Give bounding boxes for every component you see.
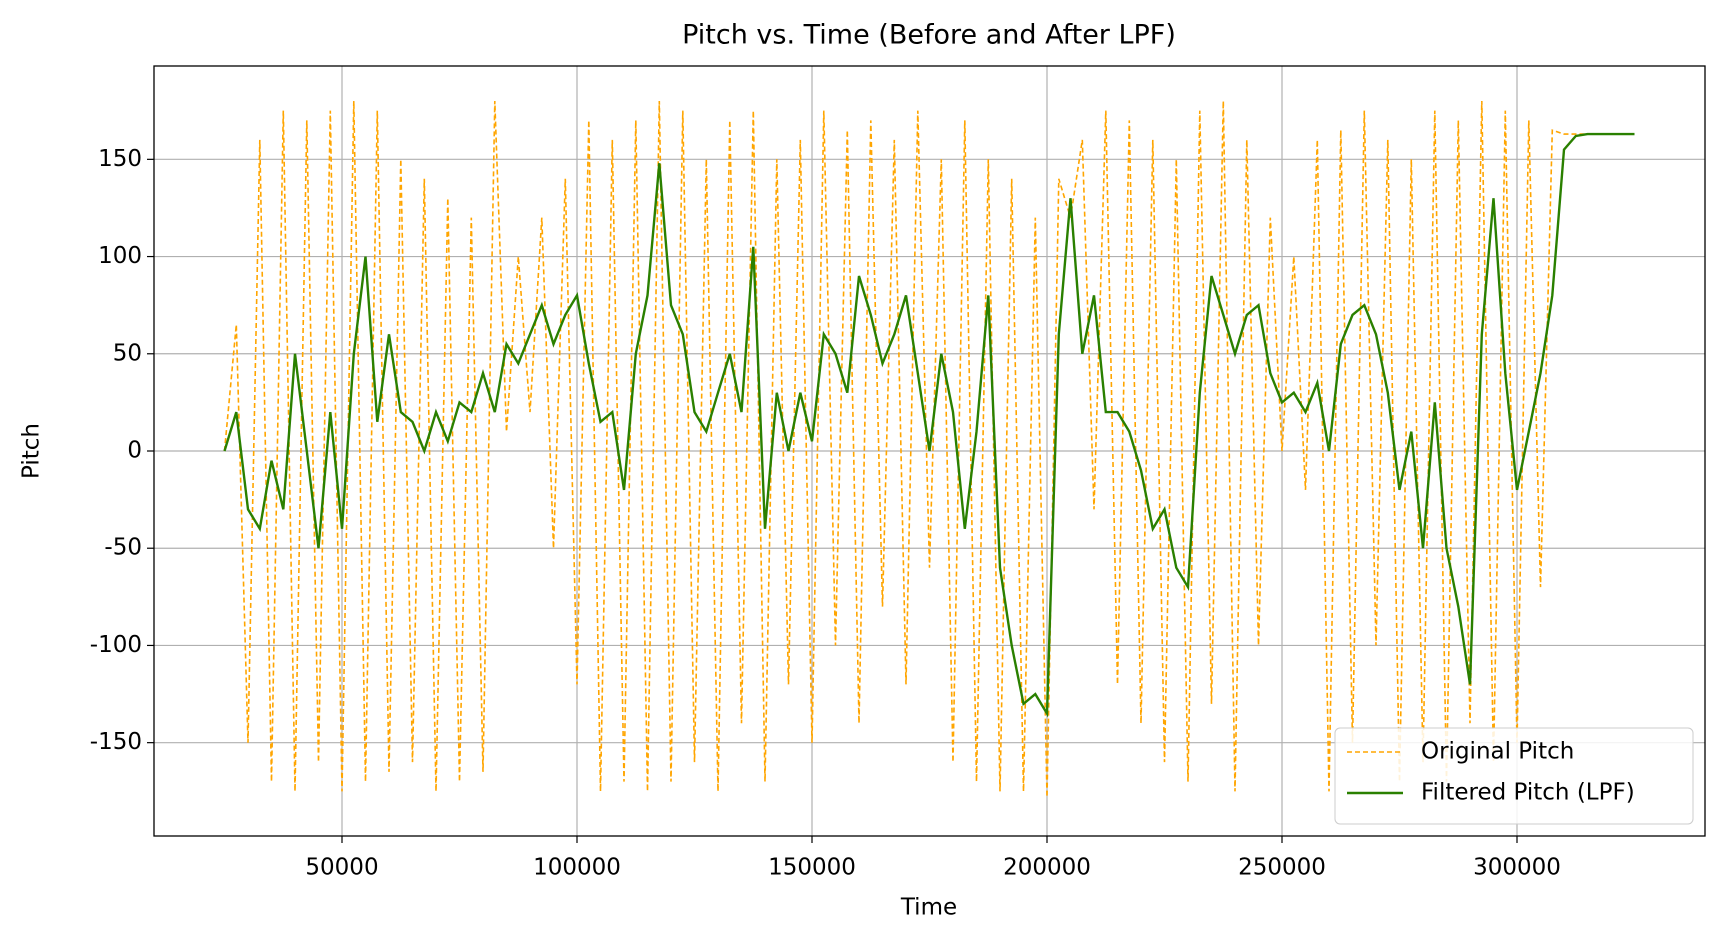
y-tick-label: -50	[104, 535, 142, 561]
y-tick-label: 150	[98, 146, 142, 172]
data-line	[223, 132, 1635, 718]
y-tick-label: 50	[113, 340, 142, 366]
x-tick-label: 300000	[1473, 855, 1561, 881]
x-tick-label: 200000	[1003, 855, 1091, 881]
data-line	[223, 100, 1635, 798]
legend-box	[1334, 727, 1694, 825]
x-tick-label: 50000	[305, 855, 378, 881]
legend: Original Pitch Filtered Pitch (LPF)	[1334, 727, 1694, 825]
x-tick-label: 100000	[533, 855, 621, 881]
x-tick-label: 150000	[768, 855, 856, 881]
plot-frame	[153, 65, 1706, 837]
y-tick-label: -150	[90, 729, 142, 755]
legend-label: Original Pitch	[1421, 739, 1574, 765]
y-tick-label: 0	[127, 438, 142, 464]
x-axis-label: Time	[900, 895, 957, 921]
y-tick-label: 100	[98, 243, 142, 269]
chart-title: Pitch vs. Time (Before and After LPF)	[682, 20, 1176, 51]
x-tick-label: 250000	[1238, 855, 1326, 881]
y-tick-label: -100	[90, 632, 142, 658]
y-axis-label: Pitch	[19, 423, 45, 479]
legend-label: Filtered Pitch (LPF)	[1421, 780, 1635, 806]
